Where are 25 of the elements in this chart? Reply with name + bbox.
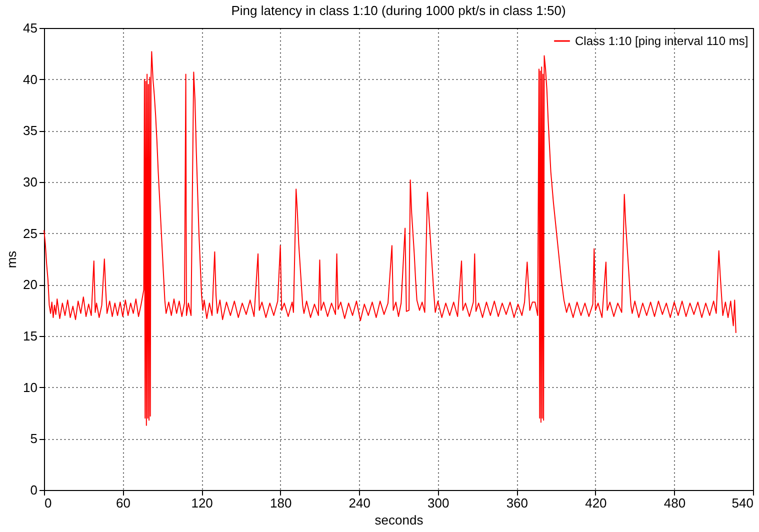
y-tick-label: 15 <box>23 328 38 344</box>
y-tick-label: 40 <box>23 72 38 87</box>
y-tick-label: 10 <box>23 380 38 395</box>
y-axis-title: ms <box>4 250 20 268</box>
x-tick-label: 240 <box>348 496 370 510</box>
x-tick-label: 60 <box>116 496 131 510</box>
x-tick-label: 0 <box>44 496 52 510</box>
x-tick-label: 360 <box>506 496 528 510</box>
x-tick-label: 300 <box>428 496 450 510</box>
x-tick-label: 180 <box>270 496 292 510</box>
x-tick-label: 120 <box>191 496 213 510</box>
y-tick-label: 5 <box>30 431 38 446</box>
y-tick-label: 35 <box>23 123 38 138</box>
y-tick-label: 25 <box>23 226 38 241</box>
y-tick-label: 45 <box>23 20 38 36</box>
x-tick-label: 540 <box>732 496 754 510</box>
y-tick-label: 0 <box>30 482 38 498</box>
chart-title: Ping latency in class 1:10 (during 1000 pkt/s in class 1:50) <box>231 3 566 18</box>
x-tick-label: 480 <box>664 496 686 510</box>
y-tick-label: 20 <box>23 277 38 292</box>
y-tick-label: 30 <box>23 174 38 190</box>
line-series <box>44 51 736 426</box>
x-axis-title: seconds <box>374 512 424 528</box>
x-tick-label: 420 <box>585 496 607 510</box>
legend-label: Class 1:10 [ping interval 110 ms] <box>575 34 748 48</box>
